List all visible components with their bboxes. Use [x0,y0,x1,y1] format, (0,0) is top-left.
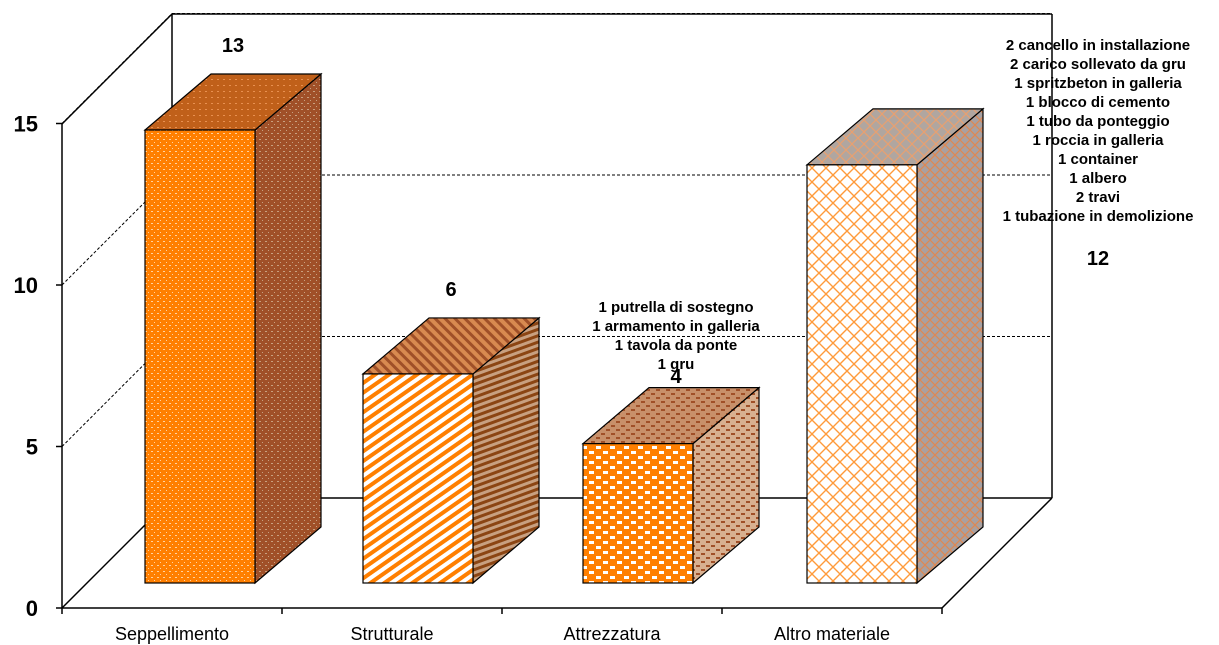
y-tick-label-10: 10 [14,273,38,298]
gridline-side-15 [61,13,173,124]
gridline-side-5 [61,336,173,447]
annotation-attrezzatura: 1 putrella di sostegno 1 armamento in gal… [592,299,760,373]
category-labels: 13 Seppellimento 6 Strutturale 4 Attrezzatura… [115,35,1109,644]
bar-altro-materiale [805,107,985,585]
y-tick-label-0: 0 [26,596,38,621]
annotation-line: 1 tubazione in demolizione [1003,208,1194,225]
y-axis: 0 5 10 15 [14,112,943,621]
annotation-line: 1 container [1058,151,1138,168]
bar-front-attrezzatura [582,443,694,584]
floor-right-edge [941,497,1053,609]
annotations: 1 putrella di sostegno 1 armamento in gal… [592,37,1193,373]
bar-strutturale [361,316,541,585]
annotation-line: 1 gru [658,356,695,373]
annotation-line: 1 albero [1069,170,1127,187]
annotation-line: 1 blocco di cemento [1026,94,1170,111]
category-label-strutturale: Strutturale [350,624,433,644]
annotation-line: 1 tubo da ponteggio [1026,113,1169,130]
category-label-altro-materiale: Altro materiale [774,624,890,644]
annotation-line: 2 cancello in installazione [1006,37,1190,54]
category-label-seppellimento: Seppellimento [115,624,229,644]
y-tick-label-15: 15 [14,112,38,137]
annotation-line: 1 putrella di sostegno [598,299,753,316]
annotation-line: 2 carico sollevato da gru [1010,56,1186,73]
value-label-strutturale: 6 [445,279,456,301]
annotation-line: 1 spritzbeton in galleria [1014,75,1182,92]
category-label-attrezzatura: Attrezzatura [563,624,661,644]
bar-side-altro-materiale [916,107,984,585]
annotation-line: 1 tavola da ponte [615,337,738,354]
annotation-line: 2 travi [1076,189,1120,206]
bar-side-seppellimento [254,72,322,585]
value-label-seppellimento: 13 [222,35,244,57]
value-label-altro-materiale: 12 [1087,248,1109,270]
value-label-attrezzatura: 4 [670,366,682,388]
bars [143,72,985,585]
annotation-line: 1 armamento in galleria [592,318,760,335]
bar-seppellimento [143,72,323,585]
bar-front-altro-materiale [806,164,918,584]
bar-front-strutturale [362,373,474,584]
annotation-line: 1 roccia in galleria [1033,132,1165,149]
bar-attrezzatura [581,386,761,585]
annotation-altro-materiale: 2 cancello in installazione 2 carico soll… [1003,37,1194,225]
bar-front-seppellimento [144,129,256,584]
gridline-side-10 [61,174,173,286]
y-tick-label-5: 5 [26,435,38,460]
